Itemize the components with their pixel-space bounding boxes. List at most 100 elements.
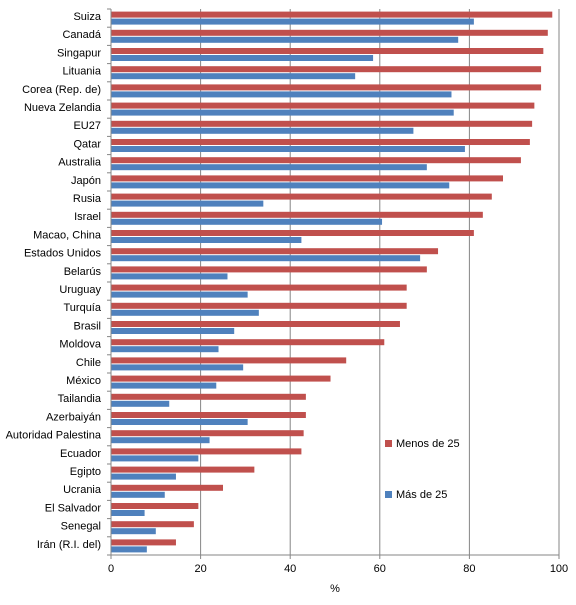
category-label: Tailandia xyxy=(58,393,102,405)
bar-mas-de-25 xyxy=(111,55,374,61)
bar-menos-de-25 xyxy=(111,539,176,546)
bar-mas-de-25 xyxy=(111,419,248,425)
bar-mas-de-25 xyxy=(111,328,235,334)
x-tick-label: 20 xyxy=(194,563,206,575)
bar-mas-de-25 xyxy=(111,109,454,116)
bar-mas-de-25 xyxy=(111,528,156,535)
category-label: Ucrania xyxy=(63,484,102,496)
bar-mas-de-25 xyxy=(111,291,248,298)
bar-menos-de-25 xyxy=(111,284,407,291)
bar-mas-de-25 xyxy=(111,91,452,98)
x-axis-title: % xyxy=(330,583,340,595)
bar-menos-de-25 xyxy=(111,48,544,54)
category-label: Azerbaiyán xyxy=(46,411,101,423)
legend-label: Más de 25 xyxy=(396,489,447,501)
bar-mas-de-25 xyxy=(111,510,145,516)
bar-mas-de-25 xyxy=(111,127,414,134)
x-tick-label: 0 xyxy=(108,563,114,575)
bar-menos-de-25 xyxy=(111,29,548,36)
bar-menos-de-25 xyxy=(111,393,306,400)
bar-menos-de-25 xyxy=(111,484,223,491)
category-label: Australia xyxy=(58,157,102,169)
category-label: Autoridad Palestina xyxy=(6,430,102,442)
bar-mas-de-25 xyxy=(111,255,421,262)
bar-mas-de-25 xyxy=(111,473,176,480)
bar-menos-de-25 xyxy=(111,102,535,109)
category-label: Rusia xyxy=(73,193,102,205)
bar-menos-de-25 xyxy=(111,412,306,418)
bar-menos-de-25 xyxy=(111,357,347,364)
bar-menos-de-25 xyxy=(111,266,427,273)
bar-menos-de-25 xyxy=(111,503,199,509)
category-label: Canadá xyxy=(62,29,101,41)
bar-menos-de-25 xyxy=(111,521,194,528)
bar-menos-de-25 xyxy=(111,11,553,18)
bar-mas-de-25 xyxy=(111,237,302,243)
bar-mas-de-25 xyxy=(111,36,459,43)
bar-mas-de-25 xyxy=(111,491,165,498)
bar-menos-de-25 xyxy=(111,375,331,382)
category-label: Estados Unidos xyxy=(24,248,102,260)
bar-menos-de-25 xyxy=(111,120,533,127)
bar-mas-de-25 xyxy=(111,400,170,407)
bar-mas-de-25 xyxy=(111,200,264,207)
bar-mas-de-25 xyxy=(111,218,383,225)
bar-menos-de-25 xyxy=(111,466,255,473)
category-label: El Salvador xyxy=(45,502,102,514)
bar-mas-de-25 xyxy=(111,73,356,80)
bar-menos-de-25 xyxy=(111,139,530,145)
bar-menos-de-25 xyxy=(111,157,521,164)
category-label: Moldova xyxy=(59,339,101,351)
bar-mas-de-25 xyxy=(111,146,465,152)
category-label: Chile xyxy=(76,357,101,369)
bar-mas-de-25 xyxy=(111,364,244,371)
bar-menos-de-25 xyxy=(111,339,385,346)
bar-menos-de-25 xyxy=(111,321,400,327)
category-label: Senegal xyxy=(61,521,101,533)
bar-mas-de-25 xyxy=(111,546,147,553)
category-label: Uruguay xyxy=(59,284,101,296)
x-tick-label: 100 xyxy=(550,563,568,575)
category-label: EU27 xyxy=(73,120,101,132)
bar-mas-de-25 xyxy=(111,18,474,25)
bar-menos-de-25 xyxy=(111,230,474,236)
bar-mas-de-25 xyxy=(111,164,427,171)
x-tick-label: 60 xyxy=(374,563,386,575)
bar-menos-de-25 xyxy=(111,175,503,182)
legend-swatch xyxy=(385,491,392,498)
bar-mas-de-25 xyxy=(111,273,228,280)
bar-mas-de-25 xyxy=(111,382,217,389)
bar-mas-de-25 xyxy=(111,437,210,444)
category-label: Singapur xyxy=(57,47,101,59)
bar-menos-de-25 xyxy=(111,66,542,73)
category-label: México xyxy=(66,375,101,387)
bar-menos-de-25 xyxy=(111,193,492,200)
category-label: Nueva Zelandia xyxy=(24,102,102,114)
category-label: Egipto xyxy=(70,466,101,478)
bar-menos-de-25 xyxy=(111,211,483,218)
category-label: Belarús xyxy=(64,266,102,278)
bar-mas-de-25 xyxy=(111,182,450,189)
bar-menos-de-25 xyxy=(111,248,439,255)
category-label: Japón xyxy=(71,175,101,187)
bar-mas-de-25 xyxy=(111,346,219,353)
category-label: Turquía xyxy=(63,302,101,314)
x-tick-label: 40 xyxy=(284,563,296,575)
bar-mas-de-25 xyxy=(111,309,259,316)
bar-mas-de-25 xyxy=(111,455,199,462)
category-label: Qatar xyxy=(73,138,101,150)
bar-menos-de-25 xyxy=(111,84,542,91)
category-label: Corea (Rep. de) xyxy=(22,84,101,96)
legend-swatch xyxy=(385,440,392,447)
bar-menos-de-25 xyxy=(111,430,304,437)
bar-menos-de-25 xyxy=(111,448,302,455)
x-tick-label: 80 xyxy=(463,563,475,575)
category-label: Brasil xyxy=(73,320,101,332)
category-label: Ecuador xyxy=(60,448,101,460)
category-label: Macao, China xyxy=(33,229,102,241)
category-label: Suiza xyxy=(73,11,101,23)
category-label: Israel xyxy=(74,211,101,223)
category-label: Irán (R.I. del) xyxy=(37,539,101,551)
legend-label: Menos de 25 xyxy=(396,438,460,450)
